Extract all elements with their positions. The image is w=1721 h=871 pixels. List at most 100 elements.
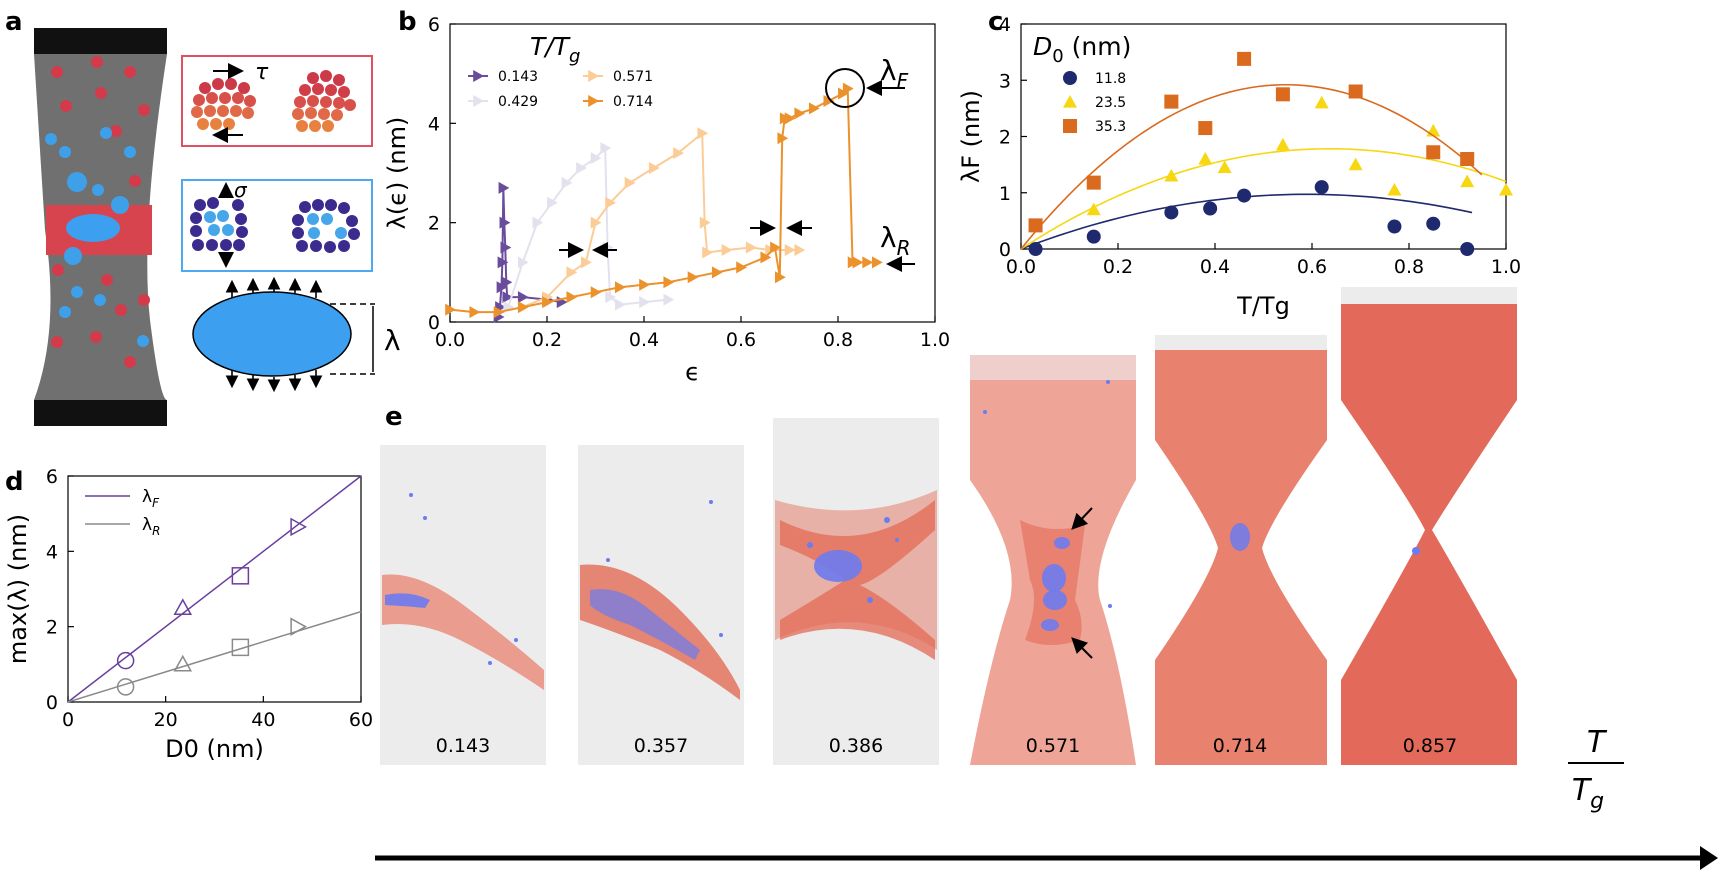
series-point-0.714 [590, 286, 602, 299]
panel-a-letter: a [5, 7, 23, 37]
series-point-0.143 [498, 181, 510, 194]
point-λF [290, 517, 308, 537]
series-line-0.714 [449, 86, 877, 314]
series-point-0.571 [699, 216, 711, 229]
fit-line-λF [67, 475, 362, 703]
legend-label-23.5: 23.5 [1095, 95, 1126, 111]
e-axis-Tg: Tg [1572, 773, 1604, 814]
series-point-0.143 [497, 256, 509, 269]
sample-0386 [773, 418, 939, 765]
y-tick-label: 0 [999, 239, 1011, 261]
legend-label-0: λF [142, 487, 160, 510]
point-23.5 [1164, 168, 1179, 182]
series-point-0.143 [500, 241, 512, 254]
sample-0857 [1341, 287, 1517, 765]
series-point-0.571 [590, 216, 602, 229]
legend-label-0.429: 0.429 [498, 94, 538, 110]
series-point-0.714 [760, 251, 772, 264]
y-axis-label: max(λ) (nm) [4, 514, 32, 664]
series-point-0.571 [697, 127, 709, 140]
temperature-axis-arrowhead [1700, 846, 1718, 870]
panel-d-plot: 0 20 40 60 0 2 4 6 D0 (nm) max(λ) (nm) λF λR [4, 466, 373, 763]
lambda-R-label: λR [880, 221, 910, 260]
series-point-0.714 [794, 107, 806, 120]
y-axis-label: λ(ϵ) (nm) [383, 117, 411, 230]
sample-0714 [1155, 335, 1327, 765]
ellipse-arrows-up [225, 276, 323, 298]
point-35.3 [1460, 152, 1475, 166]
series-point-0.714 [517, 301, 529, 314]
point-35.3 [1237, 51, 1252, 66]
x-tick-label: 0.8 [1394, 256, 1424, 278]
e-label-4: 0.714 [1213, 735, 1267, 757]
x-tick-label: 0.6 [1297, 256, 1327, 278]
point-35.3 [1028, 218, 1043, 233]
point-11.8 [1237, 188, 1252, 203]
legend-marker-0.571 [588, 70, 599, 82]
series-point-0.429 [517, 256, 529, 269]
y-tick-label: 4 [428, 113, 440, 135]
point-λR [290, 617, 308, 636]
red-particles [51, 56, 150, 368]
sample-0571 [970, 355, 1136, 765]
panel-b-frame [449, 23, 936, 323]
point-11.8 [1028, 242, 1043, 256]
panel-b-legend: T/Tg [530, 32, 580, 67]
y-tick-label: 0 [46, 692, 58, 714]
panel-a: a τ [5, 7, 401, 426]
series-point-0.714 [493, 306, 505, 319]
series-point-0.571 [784, 243, 796, 256]
x-tick-label: 0.2 [532, 329, 562, 351]
x-tick-label: 0 [62, 709, 74, 731]
point-35.3 [1198, 121, 1213, 136]
series-point-0.429 [576, 162, 587, 175]
point-11.8 [1426, 216, 1441, 231]
point-11.8 [1387, 219, 1402, 234]
series-line-0.571 [522, 131, 800, 309]
normal-stress-box [181, 179, 373, 272]
series-point-0.714 [542, 296, 553, 309]
series-point-0.429 [532, 216, 544, 229]
point-23.5 [1086, 202, 1101, 216]
legend-label-35.3: 35.3 [1095, 119, 1126, 135]
series-point-0.429 [561, 176, 573, 189]
x-tick-label: 0.4 [1200, 256, 1230, 278]
tau-cluster-left [191, 78, 256, 130]
point-23.5 [1426, 123, 1441, 137]
blue-particles [45, 127, 149, 347]
x-tick-label: 0.0 [435, 329, 465, 351]
series-point-0.571 [673, 147, 684, 160]
point-11.8 [1314, 180, 1329, 195]
point-35.3 [1275, 87, 1290, 102]
tau-cluster-right [292, 70, 356, 132]
lambda-symbol: λ [384, 324, 401, 357]
series-point-0.714 [775, 271, 786, 284]
series-point-0.714 [687, 271, 699, 284]
point-λF [173, 598, 193, 615]
point-11.8 [1460, 242, 1475, 256]
point-11.8 [1164, 205, 1179, 220]
panel-d: d 0 20 40 60 0 2 4 6 D0 (nm) max(λ) (nm) λF λR [4, 466, 373, 763]
legend-marker-35.3 [1063, 119, 1077, 133]
x-tick-label: 20 [154, 709, 178, 731]
x-tick-label: 0.6 [726, 329, 756, 351]
legend-marker-0.143 [473, 70, 484, 82]
point-23.5 [1275, 137, 1290, 151]
x-tick-label: 1.0 [1491, 256, 1521, 278]
sigma-cluster-left [190, 197, 248, 251]
series-point-0.571 [745, 241, 757, 254]
series-point-0.429 [614, 298, 626, 311]
point-23.5 [1348, 157, 1363, 171]
e-label-3: 0.571 [1026, 735, 1080, 757]
series-point-0.714 [736, 261, 747, 274]
tau-symbol: τ [255, 60, 269, 85]
point-λR [173, 654, 193, 672]
legend-marker-11.8 [1063, 71, 1077, 85]
central-void [66, 214, 120, 242]
y-tick-label: 2 [46, 617, 58, 639]
series-point-0.571 [702, 246, 714, 259]
e-label-0: 0.143 [436, 735, 490, 757]
legend-label-11.8: 11.8 [1095, 71, 1126, 87]
x-tick-label: 0.2 [1103, 256, 1133, 278]
